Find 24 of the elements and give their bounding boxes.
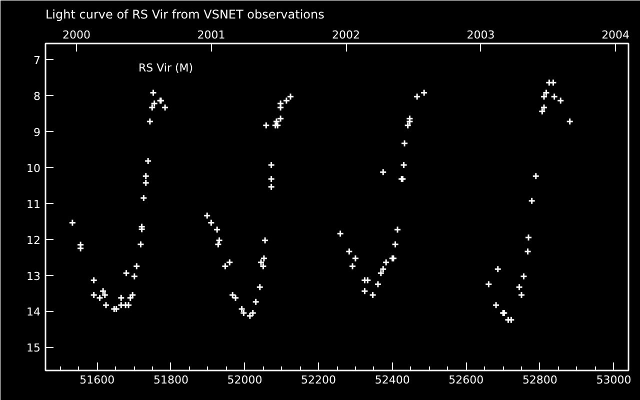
y-tick-label: 13 [26,270,41,283]
y-tick-label: 9 [34,126,40,140]
y-tick-label: 8 [34,90,40,104]
x-tick-label: 52200 [301,374,336,386]
y-tick-label: 10 [26,162,41,175]
y-tick-label: 7 [34,54,40,68]
y-tick-label: 14 [26,306,41,319]
x-tick-label: 52800 [522,374,558,386]
x-tick-label: 51600 [80,374,115,386]
x2-tick-label: 2004 [602,28,630,42]
y-tick-label: 12 [26,234,41,247]
x2-tick-label: 2001 [197,28,226,42]
x-tick-label: 52600 [448,374,484,386]
annotation: RS Vir (M) [138,62,194,74]
x2-tick-label: 2002 [332,28,360,42]
y-tick-label: 11 [26,198,41,211]
x2-tick-label: 2003 [466,28,495,42]
y-tick-label: 15 [26,342,41,355]
x-tick-label: 53000 [596,374,632,386]
x-tick-label: 52000 [227,374,262,386]
x2-tick-label: 2000 [62,28,90,42]
chart-title: Light curve of RS Vir from VSNET observations [46,8,324,22]
x-tick-label: 52400 [374,374,410,386]
x-tick-label: 51800 [153,374,188,386]
